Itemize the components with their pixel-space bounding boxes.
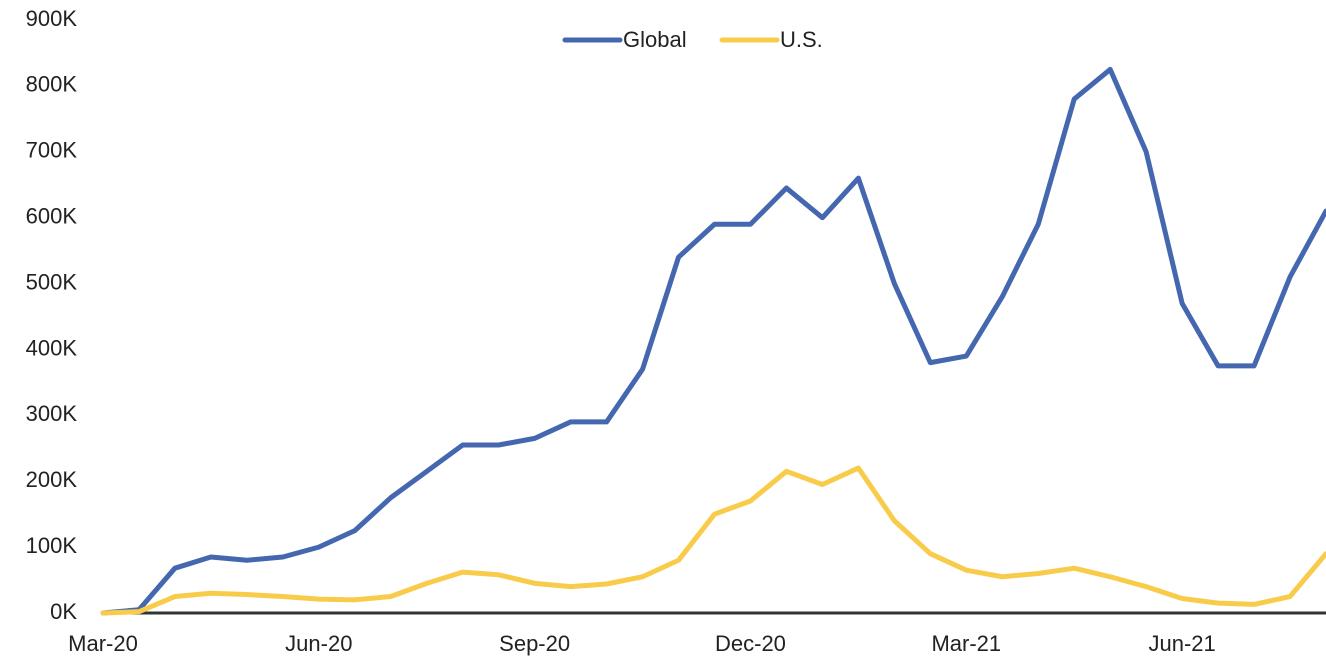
y-tick-label: 800K [26, 72, 78, 97]
legend-label: Global [623, 27, 687, 52]
x-tick-label: Jun-21 [1148, 631, 1215, 656]
x-tick-label: Mar-20 [68, 631, 138, 656]
y-tick-label: 600K [26, 203, 78, 228]
legend-label: U.S. [780, 27, 823, 52]
x-tick-label: Mar-21 [931, 631, 1001, 656]
y-tick-label: 200K [26, 467, 78, 492]
y-tick-label: 700K [26, 138, 78, 163]
x-tick-label: Sep-20 [499, 631, 570, 656]
y-tick-label: 0K [50, 599, 77, 624]
x-tick-label: Jun-20 [285, 631, 352, 656]
y-tick-label: 500K [26, 269, 78, 294]
y-tick-label: 300K [26, 401, 78, 426]
y-tick-label: 100K [26, 533, 78, 558]
x-tick-label: Dec-20 [715, 631, 786, 656]
line-series [100, 465, 1326, 616]
y-tick-label: 400K [26, 335, 78, 360]
y-tick-label: 900K [26, 6, 78, 31]
line-series [100, 66, 1326, 616]
